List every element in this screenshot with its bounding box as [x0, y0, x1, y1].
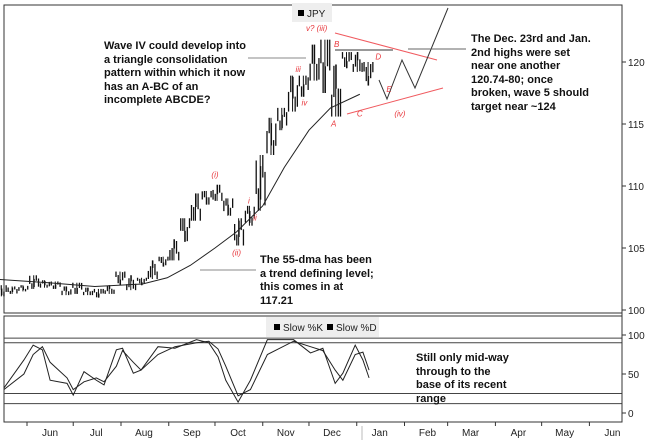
wave-label: v? (iii) — [306, 24, 328, 33]
triangle-upper-line — [334, 32, 438, 61]
stoch-tick-label-100: 100 — [628, 331, 645, 342]
y-tick-label-115: 115 — [628, 120, 644, 131]
legend-swatch-d — [327, 324, 333, 330]
y-tick-label-120: 120 — [628, 58, 645, 69]
slow-k-line — [3, 339, 370, 404]
wave-label: B — [334, 40, 340, 49]
wave-label: iv — [301, 98, 308, 107]
wave-label: C — [357, 110, 363, 119]
legend-box — [292, 3, 332, 22]
x-tick-label: May — [555, 428, 574, 439]
x-tick-label: Jul — [90, 428, 103, 439]
wave-label: iii — [296, 65, 302, 74]
legend-slow-d: Slow %D — [336, 323, 377, 334]
x-tick-label: Aug — [135, 428, 153, 439]
wave-label: A — [330, 119, 336, 128]
wave-label: (ii) — [232, 248, 241, 257]
annotation-dma: The 55-dma has been a trend defining lev… — [260, 254, 374, 307]
x-tick-label: Jan — [372, 428, 388, 439]
wave-label: D — [375, 53, 381, 62]
annotation-stoch: Still only mid-way through to the base o… — [416, 352, 509, 405]
wave-label: E — [386, 85, 392, 94]
x-tick-label: Mar — [462, 428, 480, 439]
stoch-tick-label-0: 0 — [628, 409, 634, 420]
annotation-highs: The Dec. 23rd and Jan. 2nd highs were se… — [471, 33, 591, 113]
triangle-lower-line — [346, 87, 444, 115]
legend-slow-k: Slow %K — [283, 323, 323, 334]
dma55-line — [0, 93, 361, 287]
y-tick-label-105: 105 — [628, 244, 645, 255]
legend-swatch-k — [274, 324, 280, 330]
x-tick-label: Apr — [511, 428, 527, 439]
projected-path — [378, 7, 449, 101]
x-tick-label: Nov — [277, 428, 295, 439]
slow-d-line — [3, 340, 370, 397]
x-tick-label: Jun — [42, 428, 58, 439]
wave-label: i — [248, 196, 250, 205]
wave-label: (i) — [211, 170, 218, 179]
legend-swatch-jpy — [298, 10, 304, 16]
annotation-wave-iv: Wave IV could develop into a triangle co… — [104, 40, 247, 106]
stoch-tick-label-50: 50 — [628, 370, 640, 381]
y-tick-label-110: 110 — [628, 182, 644, 193]
x-tick-label: Jun — [604, 428, 620, 439]
legend-jpy: JPY — [307, 9, 326, 20]
wave-label: (iv) — [394, 110, 405, 119]
x-tick-label: Feb — [419, 428, 437, 439]
stoch-legend-box — [266, 317, 379, 337]
y-tick-label-100: 100 — [628, 306, 645, 317]
x-tick-label: Sep — [183, 428, 201, 439]
x-tick-label: Oct — [230, 428, 246, 439]
x-tick-label: Dec — [323, 428, 341, 439]
wave-label: ii — [253, 214, 257, 223]
